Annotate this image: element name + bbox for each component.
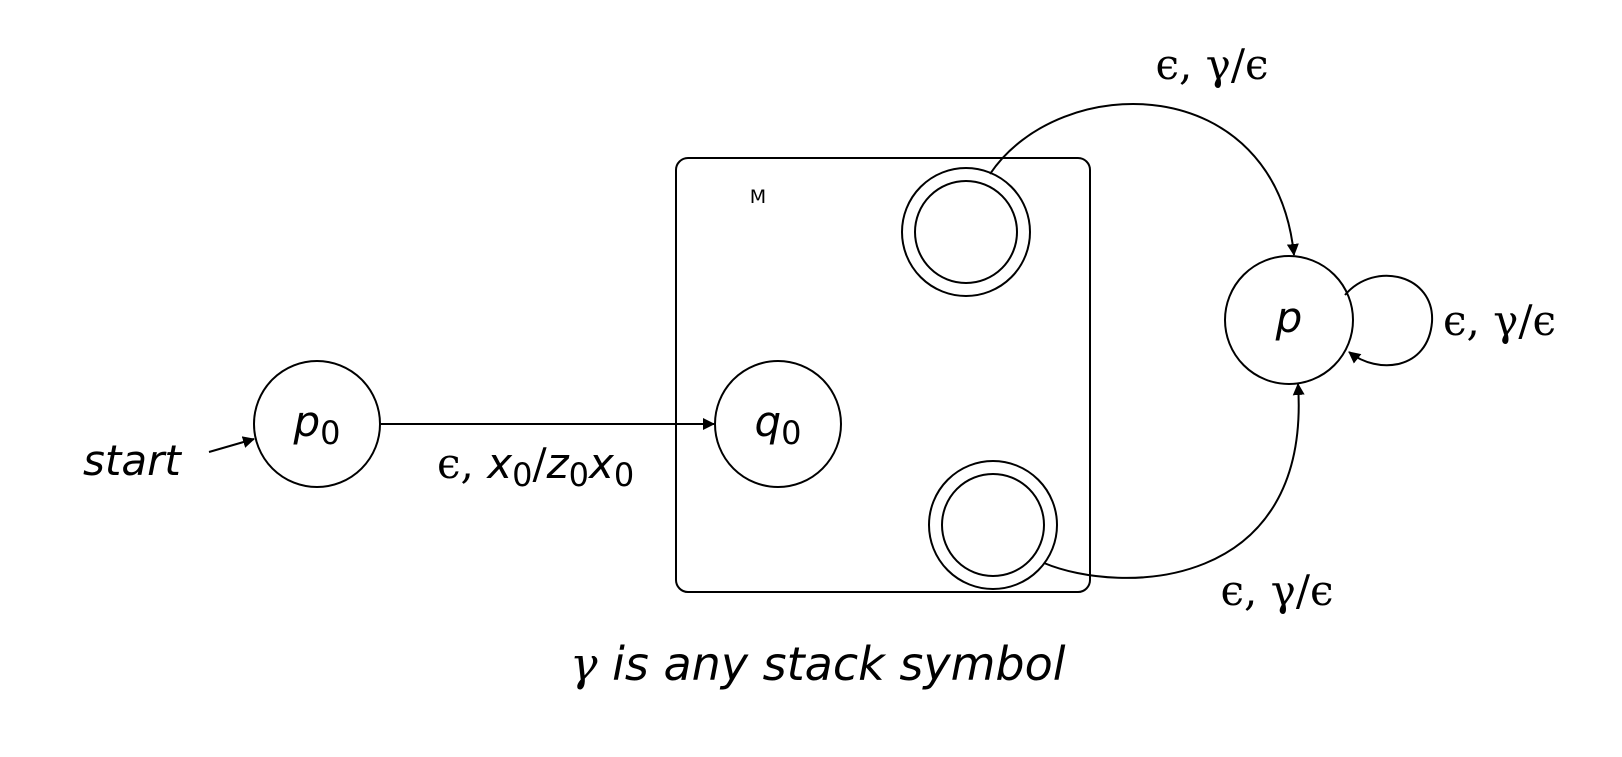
state-p bbox=[1224, 255, 1354, 385]
caption: γ is any stack symbol bbox=[570, 637, 1066, 691]
state-p0-label: p0 bbox=[292, 397, 340, 452]
machine-box-label: M bbox=[750, 186, 766, 208]
start-label: start bbox=[83, 436, 182, 485]
transition-accept-bottom-p bbox=[1043, 383, 1305, 579]
transition-accept-top-p-label: ϵ, γ/ϵ bbox=[1156, 40, 1269, 89]
state-p0 bbox=[253, 360, 381, 488]
accept-state-bottom bbox=[928, 460, 1058, 590]
transition-p0-q0-label: ϵ, x0/z0x0 bbox=[437, 439, 634, 494]
state-q0-label: q0 bbox=[754, 397, 801, 452]
state-p-label: p bbox=[1275, 293, 1303, 342]
transition-accept-top-p bbox=[989, 102, 1299, 256]
transition-p-self-loop bbox=[1344, 274, 1434, 367]
machine-box bbox=[675, 157, 1091, 593]
accept-state-top bbox=[901, 167, 1031, 297]
state-q0 bbox=[714, 360, 842, 488]
transition-p-self-loop-label: ϵ, γ/ϵ bbox=[1443, 296, 1556, 345]
transition-accept-bottom-p-label: ϵ, γ/ϵ bbox=[1221, 566, 1334, 615]
start-arrow bbox=[208, 436, 255, 453]
